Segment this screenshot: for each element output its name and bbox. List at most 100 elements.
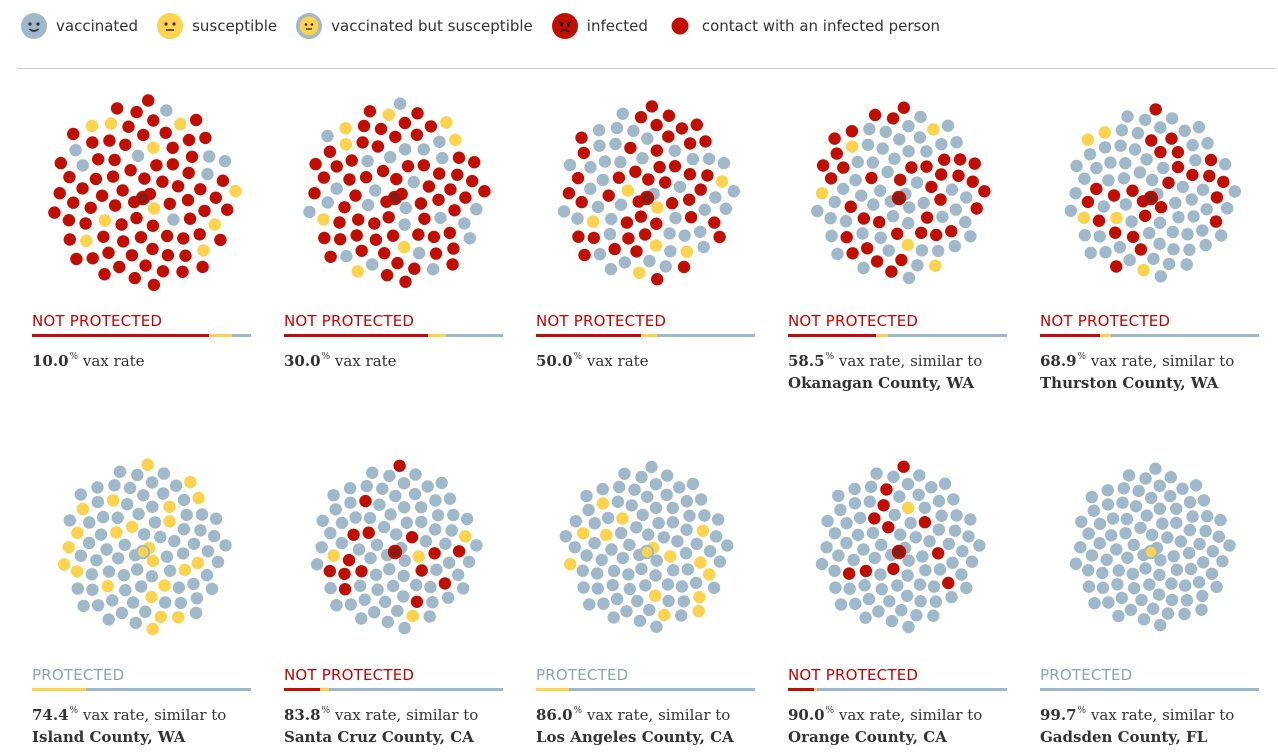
vaccinated-dot (910, 609, 923, 622)
vaccinated-dot (429, 523, 442, 536)
vaccinated-dot (605, 212, 618, 226)
vaccinated-dot (1172, 211, 1185, 224)
vaccinated-dot (463, 232, 476, 245)
vaccinated-dot (201, 167, 214, 181)
contact-dot (577, 146, 590, 160)
contact-dot (427, 230, 441, 244)
contact-dot (115, 218, 128, 231)
contact-dot (447, 242, 460, 255)
vaccinated-dot (1119, 198, 1132, 211)
susceptible-dot (178, 563, 192, 577)
vaccinated-dot (390, 528, 403, 541)
vaccinated-dot (832, 489, 845, 502)
vaccinated-dot (1134, 521, 1147, 534)
vaccinated-dot (828, 564, 841, 577)
contact-dot (844, 200, 857, 213)
contact-dot (915, 226, 928, 239)
vaccinated-dot (863, 495, 876, 508)
contact-dot (92, 153, 105, 166)
vaccinated-dot (1182, 546, 1196, 560)
bar-segment-contact (284, 688, 320, 691)
vaccinated-dot (1186, 510, 1199, 523)
contact-dot (323, 564, 336, 578)
protection-status: NOT PROTECTED (284, 666, 415, 684)
contact-dot (659, 176, 672, 189)
vaccinated-dot (1139, 472, 1152, 485)
vax-rate-value: 50.0 (536, 352, 573, 370)
contact-dot (1210, 191, 1224, 204)
composition-bar (1040, 688, 1259, 691)
contact-dot (147, 114, 160, 127)
vaccinated-dot (825, 229, 838, 243)
contact-dot (446, 258, 459, 271)
vaccinated-dot (711, 513, 725, 526)
susceptible-dot (101, 579, 114, 593)
vaccinated-dot (904, 516, 917, 530)
susceptible-dot (327, 549, 340, 562)
vaccinated-dot (856, 227, 869, 240)
contact-dot (350, 229, 363, 242)
vaccinated-dot (901, 569, 914, 582)
vaccinated-dot (368, 606, 381, 619)
vaccinated-dot (407, 175, 420, 189)
vaccinated-dot (902, 120, 915, 133)
vaccinated-dot (1192, 576, 1206, 589)
vaccinated-dot (965, 555, 979, 568)
vaccinated-dot (613, 480, 626, 494)
vaccinated-dot (1085, 490, 1098, 504)
vaccinated-dot (423, 610, 436, 623)
panel-10-0: NOT PROTECTED 10.0% vax rate (32, 86, 254, 372)
contact-dot (378, 247, 391, 260)
bar-segment-contact (284, 334, 428, 337)
vaccinated-dot (129, 616, 142, 630)
panel-50-0: NOT PROTECTED 50.0% vax rate (536, 86, 758, 372)
infected-person-dot (639, 190, 655, 206)
vaccinated-dot (618, 256, 631, 269)
contact-dot (347, 528, 360, 541)
vaccinated-dot (201, 545, 215, 558)
vaccinated-dot (146, 500, 159, 513)
vaccinated-dot (397, 590, 410, 603)
vaccinated-dot (1139, 562, 1152, 575)
vaccinated-dot (1170, 563, 1183, 576)
vaccinated-dot (1197, 556, 1210, 569)
contact-dot (345, 154, 358, 167)
contact-dot (183, 212, 197, 225)
contact-dot (978, 185, 991, 198)
vaccinated-dot (639, 579, 652, 592)
vaccinated-dot (580, 489, 593, 503)
vaccinated-dot (211, 555, 225, 569)
vaccinated-dot (686, 152, 700, 166)
contact-dot (221, 203, 234, 216)
percent-sign: % (573, 706, 583, 716)
dot-cluster (557, 100, 740, 286)
vaccinated-dot (442, 556, 456, 569)
susceptible-dot (184, 475, 197, 489)
vaccinated-dot (436, 151, 449, 165)
panel-74-4: PROTECTED 74.4% vax rate, similar to Islan… (32, 440, 254, 748)
vaccinated-dot (1201, 510, 1214, 523)
contact-dot (612, 171, 626, 184)
susceptible-dot (703, 568, 716, 581)
vax-rate-description: 86.0% vax rate, similar to Los Angeles Co… (536, 700, 758, 748)
vaccinated-dot (620, 605, 633, 618)
vaccinated-dot (1205, 567, 1219, 580)
bar-segment-vaccinated (446, 334, 503, 337)
vaccinated-dot (603, 227, 617, 241)
vaccinated-dot (86, 583, 99, 596)
vaccinated-dot (1120, 512, 1134, 526)
vaccinated-dot (1082, 580, 1096, 593)
vaccinated-dot (1143, 226, 1156, 240)
legend-label-contact: contact with an infected person (701, 17, 941, 35)
contact-dot (1186, 168, 1199, 182)
vaccinated-dot (1127, 538, 1140, 552)
vaccinated-dot (180, 508, 193, 522)
susceptible-dot (696, 524, 710, 537)
vaccinated-dot (903, 201, 916, 214)
vaccinated-dot (913, 469, 926, 482)
panel-90-0: NOT PROTECTED 90.0% vax rate, similar to O… (788, 440, 1010, 748)
dot-cluster (815, 460, 986, 634)
vaccinated-dot (881, 165, 894, 179)
contact-dot (63, 170, 76, 184)
vaccinated-dot (932, 244, 945, 258)
